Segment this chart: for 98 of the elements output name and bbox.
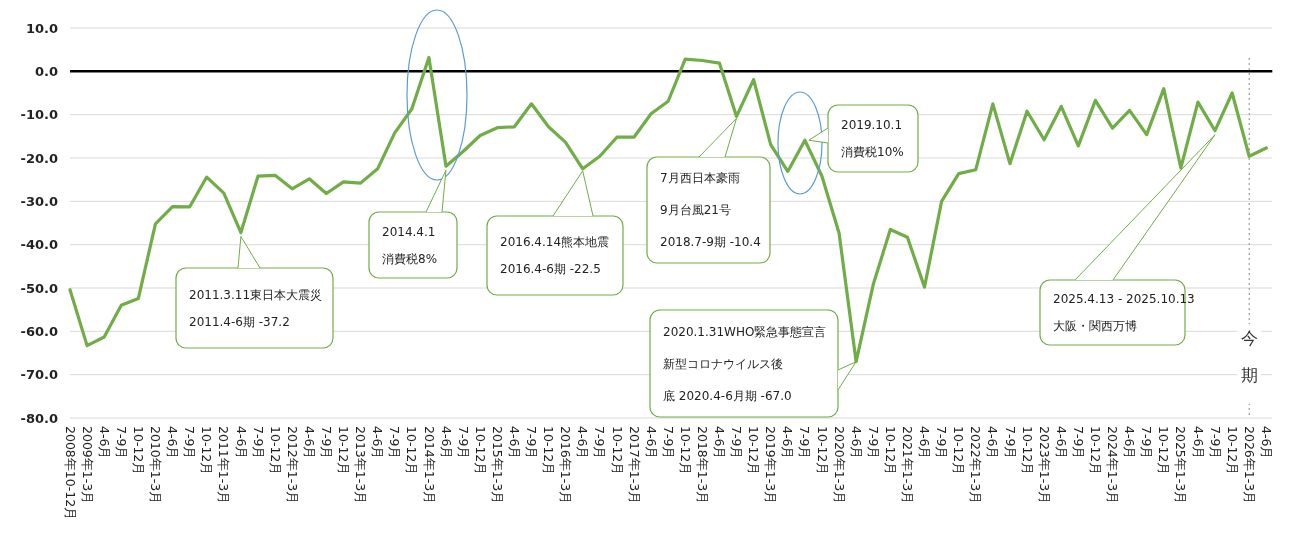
x-tick-label: 4-6月 xyxy=(643,426,659,460)
x-tick-label: 7-9月 xyxy=(387,426,403,460)
x-tick-label: 10-12月 xyxy=(1019,426,1035,476)
x-tick-label: 2009年1-3月 xyxy=(79,426,95,505)
x-tick-label: 2021年1-3月 xyxy=(900,426,916,505)
y-tick-label: -50.0 xyxy=(20,280,58,296)
ref-line-label: 今期 xyxy=(1240,327,1258,385)
annotation: 2020.1.31WHO緊急事態宣言 xyxy=(663,324,827,339)
annotation: 消費税8% xyxy=(382,251,438,266)
x-tick-label: 7-9月 xyxy=(592,426,608,460)
annotation: 2019.10.1 xyxy=(841,118,903,133)
y-tick-label: -70.0 xyxy=(20,367,58,383)
x-tick-label: 7-9月 xyxy=(660,426,676,460)
x-tick-label: 7-9月 xyxy=(797,426,813,460)
x-tick-label: 4-6月 xyxy=(370,426,386,460)
x-tick-label: 2012年1-3月 xyxy=(284,426,300,505)
x-tick-label: 10-12月 xyxy=(199,426,215,476)
x-tick-label: 2014年1-3月 xyxy=(421,426,437,505)
x-tick-label: 7-9月 xyxy=(524,426,540,460)
x-tick-label: 7-9月 xyxy=(250,426,266,460)
x-tick-label: 10-12月 xyxy=(1224,426,1240,476)
annotation: 新型コロナウイルス後 xyxy=(663,356,783,371)
annotation: 2016.4.14熊本地震 xyxy=(500,235,610,250)
x-tick-label: 4-6月 xyxy=(301,426,317,460)
x-tick-label: 2018年1-3月 xyxy=(694,426,710,505)
annotation: 底 2020.4-6月期 -67.0 xyxy=(663,388,792,403)
x-tick-label: 10-12月 xyxy=(1088,426,1104,476)
x-tick-label: 4-6月 xyxy=(985,426,1001,460)
x-tick-label: 10-12月 xyxy=(267,426,283,476)
x-tick-label: 7-9月 xyxy=(1139,426,1155,460)
x-tick-label: 10-12月 xyxy=(951,426,967,476)
x-tick-label: 2017年1-3月 xyxy=(626,426,642,505)
x-tick-label: 2010年1-3月 xyxy=(148,426,164,505)
y-tick-label: -20.0 xyxy=(20,150,58,166)
x-tick-label: 4-6月 xyxy=(165,426,181,460)
x-tick-label: 10-12月 xyxy=(882,426,898,476)
x-tick-label: 4-6月 xyxy=(438,426,454,460)
annotation: 2011.4-6期 -37.2 xyxy=(189,314,290,329)
x-tick-label: 4-6月 xyxy=(917,426,933,460)
x-tick-label: 7-9月 xyxy=(113,426,129,460)
x-tick-label: 4-6月 xyxy=(575,426,591,460)
x-tick-label: 4-6月 xyxy=(780,426,796,460)
x-tick-label: 10-12月 xyxy=(609,426,625,476)
x-tick-label: 7-9月 xyxy=(1207,426,1223,460)
x-tick-label: 10-12月 xyxy=(130,426,146,476)
x-tick-label: 7-9月 xyxy=(1002,426,1018,460)
x-tick-label: 4-6月 xyxy=(1122,426,1138,460)
x-tick-label: 2013年1-3月 xyxy=(353,426,369,505)
y-tick-label: 10.0 xyxy=(25,20,58,36)
x-tick-label: 7-9月 xyxy=(182,426,198,460)
x-tick-label: 7-9月 xyxy=(455,426,471,460)
x-tick-label: 10-12月 xyxy=(814,426,830,476)
x-tick-label: 2019年1-3月 xyxy=(763,426,779,505)
x-tick-label: 4-6月 xyxy=(1190,426,1206,460)
x-tick-label: 10-12月 xyxy=(677,426,693,476)
x-tick-label: 10-12月 xyxy=(541,426,557,476)
x-tick-label: 10-12月 xyxy=(1156,426,1172,476)
x-tick-label: 2025年1-3月 xyxy=(1173,426,1189,505)
x-tick-label: 10-12月 xyxy=(404,426,420,476)
x-tick-label: 2023年1-3月 xyxy=(1036,426,1052,505)
x-tick-label: 7-9月 xyxy=(318,426,334,460)
x-tick-label: 7-9月 xyxy=(934,426,950,460)
annotation: 7月西日本豪雨 xyxy=(660,171,740,186)
y-tick-label: 0.0 xyxy=(34,63,58,79)
annotation: 消費税10% xyxy=(841,145,904,160)
x-tick-label: 2020年1-3月 xyxy=(831,426,847,505)
x-tick-label: 2015年1-3月 xyxy=(489,426,505,505)
y-tick-label: -30.0 xyxy=(20,193,58,209)
annotation: 大阪・関西万博 xyxy=(1053,319,1137,334)
x-tick-label: 10-12月 xyxy=(746,426,762,476)
x-tick-label: 7-9月 xyxy=(729,426,745,460)
annotation: 2014.4.1 xyxy=(382,224,436,239)
annotation: 2018.7-9期 -10.4 xyxy=(660,235,761,250)
annotation: 9月台風21号 xyxy=(660,203,731,218)
x-tick-label: 4-6月 xyxy=(96,426,112,460)
x-tick-label: 4-6月 xyxy=(1053,426,1069,460)
x-tick-label: 2022年1-3月 xyxy=(968,426,984,505)
x-tick-label: 2011年1-3月 xyxy=(216,426,232,505)
y-tick-label: -10.0 xyxy=(20,107,58,123)
y-tick-label: -40.0 xyxy=(20,237,58,253)
y-tick-label: -80.0 xyxy=(20,410,58,426)
x-tick-label: 2026年1-3月 xyxy=(1241,426,1257,505)
annotation: 2025.4.13 - 2025.10.13 xyxy=(1053,292,1195,307)
annotation: 2011.3.11東日本大震災 xyxy=(189,287,323,302)
x-tick-label: 4-6月 xyxy=(233,426,249,460)
x-tick-label: 2008年10-12月 xyxy=(62,426,78,521)
x-tick-label: 4-6月 xyxy=(506,426,522,460)
x-tick-label: 7-9月 xyxy=(1070,426,1086,460)
x-tick-label: 2016年1-3月 xyxy=(558,426,574,505)
x-tick-label: 10-12月 xyxy=(336,426,352,476)
x-tick-label: 4-6月 xyxy=(1258,426,1274,460)
y-tick-label: -60.0 xyxy=(20,323,58,339)
x-tick-label: 7-9月 xyxy=(865,426,881,460)
x-tick-label: 4-6月 xyxy=(848,426,864,460)
x-tick-label: 2024年1-3月 xyxy=(1105,426,1121,505)
annotation: 2016.4-6期 -22.5 xyxy=(500,262,601,277)
x-tick-label: 4-6月 xyxy=(712,426,728,460)
x-tick-label: 10-12月 xyxy=(472,426,488,476)
